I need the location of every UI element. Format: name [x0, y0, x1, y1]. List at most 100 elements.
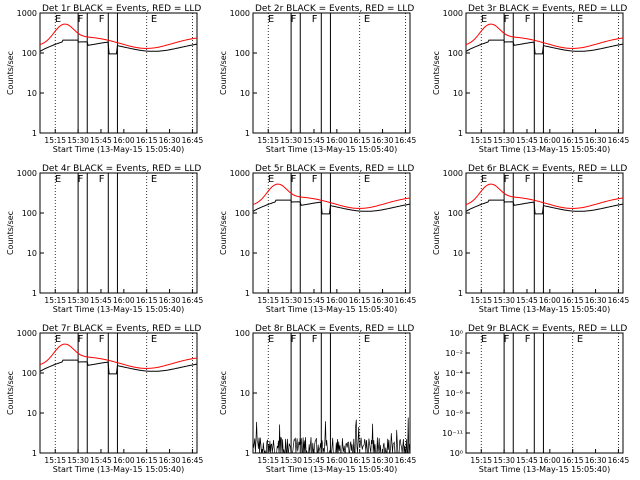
x-tick-label: 16:00	[539, 136, 561, 145]
x-axis-label: Start Time (13-May-15 15:05:40)	[266, 145, 397, 154]
chart-title: Det 7r BLACK = Events, RED = LLD	[42, 324, 201, 334]
y-tick-label: 10⁰	[450, 329, 463, 338]
x-tick-label: 16:30	[372, 136, 394, 145]
x-tick-label: 16:15	[349, 456, 371, 465]
x-tick-label: 15:30	[280, 296, 302, 305]
x-tick-label: 15:45	[516, 136, 538, 145]
y-tick-label: 10	[240, 89, 250, 98]
x-tick-label: 15:15	[470, 456, 492, 465]
y-tick-label: 10	[27, 409, 37, 418]
y-tick-label: 1000	[443, 169, 463, 178]
plot-frame	[465, 12, 624, 134]
x-tick-label: 15:30	[493, 296, 515, 305]
y-axis-label: Counts/sec	[432, 211, 441, 255]
x-tick-label: 15:45	[516, 296, 538, 305]
x-tick-label: 16:30	[585, 456, 607, 465]
x-tick-label: 16:30	[372, 296, 394, 305]
y-tick-label: 1	[245, 449, 250, 458]
lld-series-line	[465, 183, 624, 209]
x-tick-label: 16:15	[136, 136, 158, 145]
x-tick-label: 15:15	[44, 136, 66, 145]
state-marker: E	[55, 174, 61, 185]
plot-frame	[465, 332, 624, 454]
x-tick-label: 16:30	[585, 136, 607, 145]
x-tick-label: 16:00	[113, 136, 135, 145]
chart-title: Det 2r BLACK = Events, RED = LLD	[255, 4, 414, 14]
y-tick-label: 1000	[443, 9, 463, 18]
chart-title: Det 4r BLACK = Events, RED = LLD	[42, 164, 201, 174]
x-tick-label: 16:15	[562, 456, 584, 465]
plot-frame	[39, 172, 198, 294]
state-marker: F	[525, 334, 531, 345]
y-tick-label: 1	[458, 289, 463, 298]
y-tick-label: 1	[245, 129, 250, 138]
y-tick-label: 1	[32, 289, 37, 298]
x-axis-label: Start Time (13-May-15 15:05:40)	[53, 145, 184, 154]
y-tick-label: 10	[27, 89, 37, 98]
y-tick-label: 10⁰	[450, 449, 463, 458]
x-tick-label: 16:45	[608, 136, 630, 145]
state-marker: F	[312, 174, 318, 185]
state-marker: F	[504, 14, 510, 25]
y-tick-label: 10⁻⁶	[445, 389, 463, 398]
state-marker: F	[99, 174, 105, 185]
state-marker: F	[78, 174, 84, 185]
plot-frame	[252, 12, 411, 134]
x-tick-label: 16:00	[326, 136, 348, 145]
x-tick-label: 16:45	[608, 456, 630, 465]
x-tick-label: 16:00	[539, 456, 561, 465]
state-marker: F	[99, 14, 105, 25]
y-axis-label: Counts/sec	[6, 371, 15, 415]
x-tick-label: 15:30	[280, 136, 302, 145]
state-marker: E	[577, 174, 583, 185]
state-marker: F	[525, 14, 531, 25]
state-marker: F	[291, 334, 297, 345]
state-marker: E	[151, 334, 157, 345]
y-axis-label: Counts/sec	[219, 211, 228, 255]
y-tick-label: 100	[235, 209, 250, 218]
events-series-line	[39, 359, 198, 375]
state-marker: F	[99, 334, 105, 345]
state-marker: E	[268, 174, 274, 185]
chart-title: Det 8r BLACK = Events, RED = LLD	[255, 324, 414, 334]
x-tick-label: 16:00	[539, 296, 561, 305]
x-axis-label: Start Time (13-May-15 15:05:40)	[53, 305, 184, 314]
y-axis-label: Counts/sec	[432, 51, 441, 95]
y-tick-label: 100	[22, 49, 37, 58]
x-tick-label: 15:15	[257, 136, 279, 145]
y-tick-label: 100	[448, 209, 463, 218]
x-tick-label: 15:30	[493, 456, 515, 465]
state-marker: E	[151, 174, 157, 185]
x-tick-label: 16:15	[562, 296, 584, 305]
x-tick-label: 15:45	[90, 456, 112, 465]
x-tick-label: 16:15	[349, 296, 371, 305]
state-marker: F	[78, 334, 84, 345]
y-tick-label: 1	[245, 289, 250, 298]
x-tick-label: 16:30	[159, 136, 181, 145]
y-tick-label: 1000	[17, 329, 37, 338]
x-tick-label: 16:45	[608, 296, 630, 305]
y-axis-label: Counts/sec	[432, 371, 441, 415]
plot-frame	[252, 172, 411, 294]
x-tick-label: 15:30	[67, 136, 89, 145]
lld-series-line	[465, 23, 624, 49]
lld-series-line	[39, 23, 198, 49]
x-tick-label: 16:45	[182, 456, 204, 465]
x-tick-label: 16:00	[326, 296, 348, 305]
x-tick-label: 15:45	[516, 456, 538, 465]
y-tick-label: 10⁻⁴	[445, 369, 463, 378]
x-tick-label: 15:30	[67, 296, 89, 305]
plot-frame	[39, 12, 198, 134]
x-tick-label: 16:45	[395, 296, 417, 305]
chart-title: Det 5r BLACK = Events, RED = LLD	[255, 164, 414, 174]
y-tick-label: 10	[240, 249, 250, 258]
y-tick-label: 100	[235, 49, 250, 58]
y-tick-label: 1	[458, 129, 463, 138]
y-axis-label: Counts/sec	[6, 211, 15, 255]
y-axis-label: Counts/sec	[6, 51, 15, 95]
y-tick-label: 100	[22, 209, 37, 218]
y-tick-label: 10	[453, 89, 463, 98]
